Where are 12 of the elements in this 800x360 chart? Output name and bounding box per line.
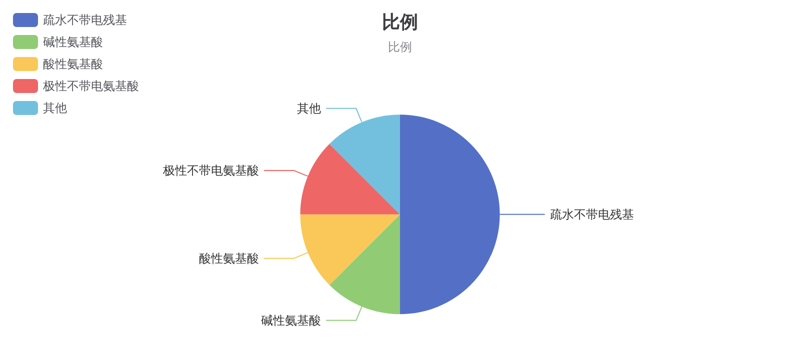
slice-label: 酸性氨基酸 (198, 251, 259, 266)
legend-label: 酸性氨基酸 (43, 57, 103, 71)
slice-label: 碱性氨基酸 (261, 313, 322, 328)
chart-title: 比例 (382, 12, 418, 32)
text: 比例 (388, 40, 412, 54)
legend-label: 其他 (43, 101, 67, 115)
slice-label: 疏水不带电残基 (550, 207, 634, 222)
legend-label: 碱性氨基酸 (43, 35, 103, 49)
legend-label: 疏水不带电残基 (43, 13, 127, 27)
legend-label: 极性不带电氨基酸 (42, 79, 139, 93)
slice-label: 其他 (297, 101, 322, 116)
slice-label: 极性不带电氨基酸 (162, 163, 259, 178)
